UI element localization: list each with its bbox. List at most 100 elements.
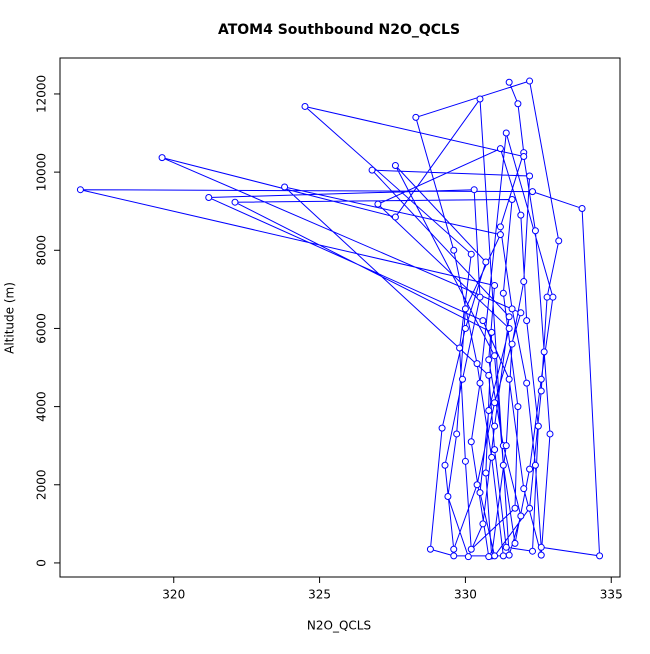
data-point [485, 356, 493, 364]
data-point [529, 547, 536, 555]
data-point [502, 543, 510, 551]
x-tick-label: 335 [600, 588, 623, 602]
data-point [450, 246, 458, 254]
data-point [426, 545, 434, 553]
data-point [491, 446, 499, 454]
data-point [482, 469, 490, 477]
data-point [459, 375, 466, 383]
data-point [520, 485, 528, 493]
data-point [467, 250, 475, 258]
data-point [505, 324, 513, 332]
data-point [479, 317, 487, 325]
data-point [374, 200, 382, 208]
data-point [496, 223, 504, 231]
data-point [491, 552, 499, 560]
data-point [476, 489, 484, 497]
data-point [529, 188, 536, 196]
data-point [537, 543, 545, 551]
data-point [511, 539, 519, 547]
data-point [461, 324, 469, 332]
data-point [205, 194, 213, 202]
data-point [508, 305, 516, 313]
data-point [496, 231, 504, 239]
data-point [441, 461, 449, 469]
data-point [514, 403, 522, 411]
data-point [514, 100, 522, 108]
y-tick-label: 10000 [35, 153, 49, 191]
data-point [461, 305, 469, 313]
data-point [537, 387, 545, 395]
data-point [491, 352, 499, 360]
data-point [476, 293, 484, 301]
data-point [499, 552, 507, 560]
x-tick-label: 330 [454, 588, 477, 602]
data-point [467, 545, 475, 553]
data-point [231, 198, 239, 206]
y-tick-label: 12000 [35, 75, 49, 113]
data-point [491, 281, 499, 289]
data-point [473, 360, 481, 368]
data-point [531, 227, 539, 235]
data-point [391, 161, 399, 169]
data-point [526, 77, 534, 85]
data-point [508, 195, 516, 203]
data-point [523, 317, 531, 325]
data-point [517, 211, 525, 219]
data-point [467, 438, 475, 446]
data-point [488, 453, 496, 461]
data-point [485, 371, 493, 379]
data-point [505, 78, 513, 86]
data-point [412, 113, 420, 121]
data-point [520, 278, 528, 286]
data-point [450, 545, 458, 553]
data-point [526, 172, 534, 180]
data-point [158, 154, 166, 162]
data-point [488, 328, 496, 336]
y-tick-label: 6000 [35, 313, 49, 344]
data-point [549, 293, 557, 301]
data-point [523, 379, 531, 387]
data-point [502, 129, 510, 137]
data-point [453, 430, 461, 438]
data-point [502, 442, 510, 450]
data-point [499, 461, 507, 469]
data-point [531, 461, 539, 469]
data-point [482, 258, 490, 266]
data-point [461, 457, 469, 465]
data-point [517, 309, 525, 317]
data-point [578, 204, 586, 212]
y-tick-label: 0 [35, 559, 49, 567]
data-point [496, 145, 504, 153]
y-axis-label: Altitude (m) [3, 282, 17, 354]
data-point [546, 430, 554, 438]
data-point [511, 504, 519, 512]
x-tick-label: 320 [162, 588, 185, 602]
data-point [499, 289, 507, 297]
plot-frame [59, 57, 621, 578]
data-point [508, 340, 516, 348]
data-point [76, 186, 84, 194]
data-point [540, 348, 548, 356]
data-point [450, 552, 458, 560]
data-point [517, 512, 525, 520]
data-point [526, 504, 534, 512]
data-point [543, 293, 551, 301]
data-point [476, 379, 484, 387]
data-point [596, 552, 604, 560]
data-point [485, 553, 493, 561]
data-point [537, 375, 545, 383]
data-point [485, 407, 493, 415]
y-tick-label: 4000 [35, 391, 49, 422]
data-point [491, 399, 499, 407]
x-tick-label: 325 [308, 588, 331, 602]
data-point [391, 213, 399, 221]
data-point [505, 313, 513, 321]
data-point [464, 553, 472, 561]
y-tick-label: 8000 [35, 235, 49, 266]
data-point [281, 183, 289, 191]
data-point [301, 102, 309, 110]
data-point [534, 422, 542, 430]
data-point [505, 551, 513, 559]
